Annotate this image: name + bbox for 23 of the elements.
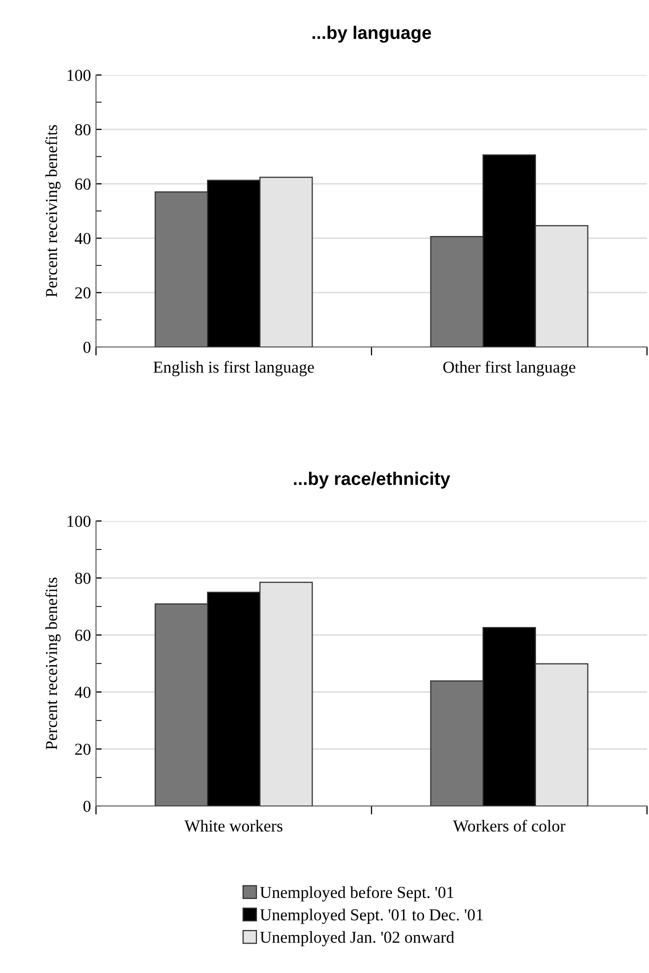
y-tick-label: 0 xyxy=(83,800,91,812)
legend-label: Unemployed Sept. '01 to Dec. '01 xyxy=(260,908,483,924)
y-tick-label: 20 xyxy=(75,287,91,299)
y-tick-label: 0 xyxy=(83,342,91,353)
chart-title: ...by race/ethnicity xyxy=(294,472,450,489)
x-tick-label: Workers of color xyxy=(453,820,566,832)
y-axis-title: Percent receiving benefits xyxy=(45,125,61,298)
y-tick-label: 60 xyxy=(75,178,91,190)
x-tick-label: Other first language xyxy=(443,360,576,376)
y-tick-label: 40 xyxy=(74,232,91,244)
x-tick-label: English is first language xyxy=(153,360,314,376)
y-axis-title: Percent receiving benefits xyxy=(45,578,61,750)
y-tick-label: 80 xyxy=(75,572,91,584)
y-tick-label: 40 xyxy=(74,686,91,698)
y-tick-label: 80 xyxy=(75,124,91,136)
chart-title: ...by language xyxy=(312,26,432,43)
legend-label: Unemployed before Sept. '01 xyxy=(260,886,454,902)
y-tick-label: 60 xyxy=(75,630,91,641)
y-tick-label: 100 xyxy=(68,70,91,81)
x-tick-label: White workers xyxy=(184,820,282,832)
y-tick-label: 20 xyxy=(75,744,91,755)
legend-label: Unemployed Jan. '02 onward xyxy=(260,931,454,946)
y-tick-label: 100 xyxy=(68,516,91,527)
